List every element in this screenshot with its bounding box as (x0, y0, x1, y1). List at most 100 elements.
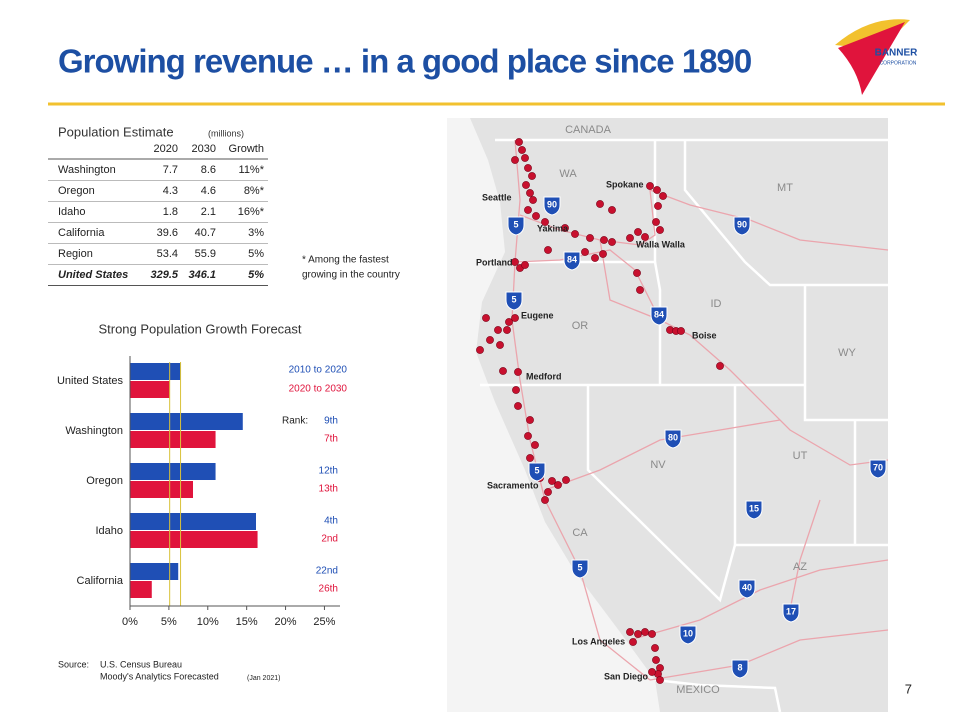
branch-dot (514, 402, 522, 410)
interstate-number: 40 (742, 582, 752, 592)
rank-label: 26th (319, 584, 338, 595)
rank-label: 12th (319, 466, 338, 477)
branch-dot (659, 192, 667, 200)
bar (130, 381, 170, 398)
interstate-shield (745, 500, 763, 520)
source: U.S. Census Bureau (100, 659, 182, 669)
interstate-number: 90 (737, 219, 747, 229)
branch-dot (677, 327, 685, 335)
branch-dot (544, 246, 552, 254)
branch-dot (476, 346, 484, 354)
y-tick-label: Idaho (95, 525, 123, 537)
bar (130, 481, 193, 498)
interstate-shield (563, 251, 581, 271)
branch-dot (511, 258, 519, 266)
branch-dot (652, 218, 660, 226)
table-cell: 39.6 (157, 227, 178, 239)
x-tick-label: 15% (236, 616, 258, 628)
branch-dot (512, 386, 520, 394)
region-label: AZ (793, 561, 807, 573)
footnote: growing in the country (302, 270, 400, 281)
branch-dot (524, 432, 532, 440)
branch-dot (529, 196, 537, 204)
branch-dot (522, 181, 530, 189)
branch-dot (521, 154, 529, 162)
branch-dot (634, 630, 642, 638)
rank-label: 22nd (316, 566, 338, 577)
bar (130, 563, 179, 580)
branch-dot (524, 206, 532, 214)
interstate-number: 5 (513, 219, 518, 229)
branch-dot (653, 186, 661, 194)
region-label: UT (793, 450, 808, 462)
bar (130, 531, 258, 548)
region-label: WY (838, 347, 856, 359)
city-label: Medford (526, 371, 562, 381)
table-cell: 1.8 (163, 206, 178, 218)
bar (130, 513, 256, 530)
branch-dot (608, 206, 616, 214)
interstate-number: 90 (547, 199, 557, 209)
interstate-number: 84 (654, 309, 664, 319)
x-tick-label: 10% (197, 616, 219, 628)
branch-dot (629, 638, 637, 646)
y-tick-label: Washington (65, 425, 123, 437)
table-cell: 8%* (244, 185, 265, 197)
interstate-shield (664, 429, 682, 449)
branch-dot (633, 269, 641, 277)
branch-dot (528, 172, 536, 180)
interstate-number: 17 (786, 606, 796, 616)
table-cell: 7.7 (163, 164, 178, 176)
region-label: CANADA (565, 124, 612, 136)
branch-dot (503, 326, 511, 334)
table-cell: 11%* (239, 164, 265, 176)
x-tick-label: 0% (122, 616, 138, 628)
branch-dot (532, 212, 540, 220)
branch-dot (599, 250, 607, 258)
branch-dot (600, 236, 608, 244)
branch-dot (586, 234, 594, 242)
interstate-shield (505, 291, 523, 311)
region-label: MT (777, 182, 793, 194)
table-cell: 329.5 (150, 269, 178, 281)
bar (130, 363, 181, 380)
source-date: (Jan 2021) (247, 675, 280, 682)
map (447, 118, 889, 713)
slide-title: Growing revenue … in a good place since … (58, 43, 751, 80)
table-cell: 55.9 (195, 248, 216, 260)
region-label: NV (650, 459, 666, 471)
table-cell: 4.6 (201, 185, 216, 197)
branch-dot (486, 336, 494, 344)
branch-dot (652, 656, 660, 664)
interstate-number: 80 (668, 432, 678, 442)
interstate-shield (738, 579, 756, 599)
branch-dot (561, 224, 569, 232)
branch-dot (648, 668, 656, 676)
column-header: 2020 (154, 143, 178, 155)
interstate-shield (733, 216, 751, 236)
branch-dot (651, 644, 659, 652)
branch-dot (641, 628, 649, 636)
table-cell: 3% (248, 227, 264, 239)
table-cell: 16%* (238, 206, 265, 218)
interstate-number: 5 (511, 294, 516, 304)
row-label: California (58, 227, 105, 239)
branch-dot (554, 481, 562, 489)
rank-label: 7th (324, 434, 338, 445)
table: 2020 2030 Growth Washington 7.7 8.6 11%* Oregon… (48, 143, 268, 286)
interstate-number: 5 (534, 465, 539, 475)
y-tick-label: United States (57, 375, 124, 387)
interstate-number: 8 (737, 662, 742, 672)
interstate-shield (543, 196, 561, 216)
x-tick-label: 5% (161, 616, 177, 628)
branch-dot (541, 218, 549, 226)
branch-dot (482, 314, 490, 322)
x-tick-label: 25% (313, 616, 335, 628)
table-cell: 4.3 (163, 185, 178, 197)
bar (130, 413, 243, 430)
city-label: Spokane (606, 179, 644, 189)
rank-label: 2nd (321, 534, 338, 545)
state-borders (480, 138, 888, 713)
legend-label: 2010 to 2020 (289, 365, 348, 376)
